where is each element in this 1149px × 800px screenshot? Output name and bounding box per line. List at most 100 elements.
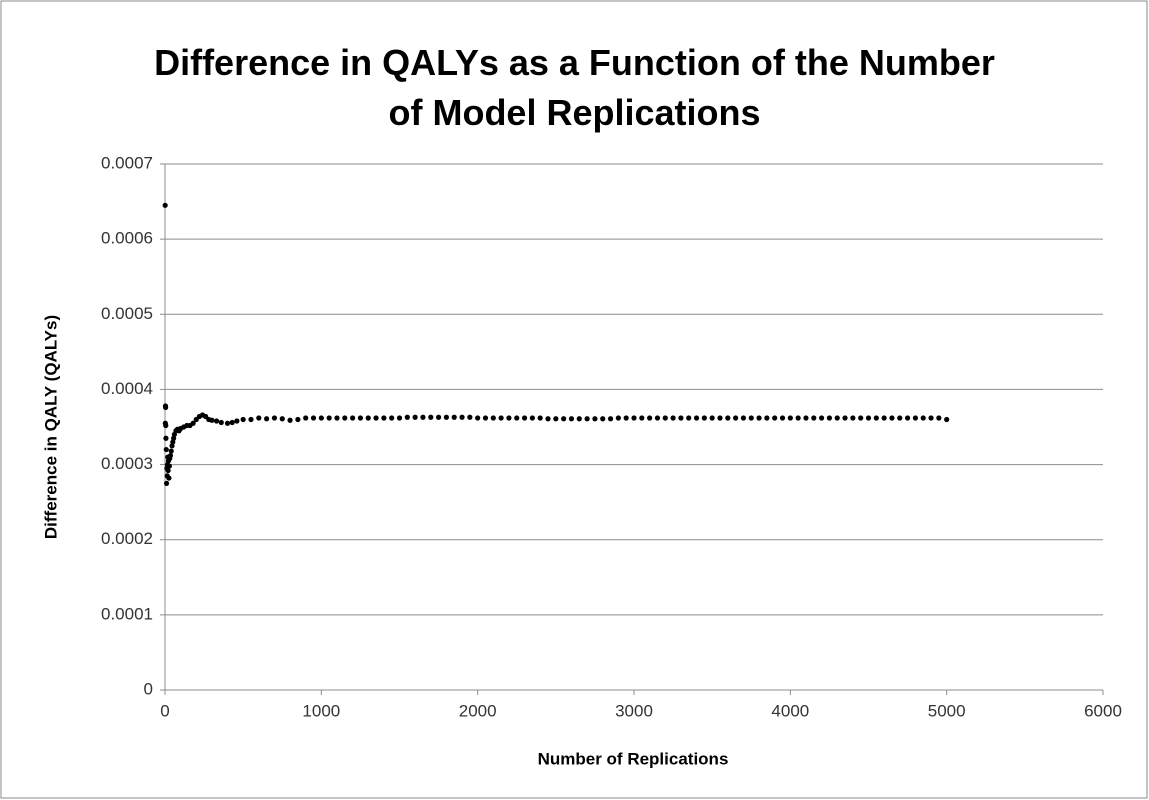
y-tick-label: 0.0005: [101, 304, 153, 323]
x-tick-label: 6000: [1084, 701, 1122, 720]
point: [756, 415, 762, 421]
point: [795, 415, 801, 421]
point: [733, 415, 739, 421]
point: [537, 415, 543, 421]
point: [264, 416, 270, 422]
point: [459, 414, 465, 420]
point: [858, 415, 864, 421]
point: [166, 463, 172, 469]
point: [167, 452, 174, 459]
point: [443, 414, 449, 420]
point: [693, 415, 700, 421]
point: [553, 416, 559, 422]
point: [279, 416, 285, 422]
point: [506, 415, 512, 421]
point: [889, 415, 895, 421]
point: [850, 415, 856, 421]
point: [240, 416, 246, 423]
y-tick-label: 0.0004: [101, 379, 153, 398]
point: [748, 415, 754, 421]
point: [190, 420, 196, 426]
point: [662, 415, 668, 421]
point: [287, 417, 293, 423]
point: [920, 415, 926, 421]
point: [514, 415, 520, 421]
point: [428, 414, 434, 420]
point: [944, 416, 950, 423]
point: [912, 415, 919, 421]
point: [389, 415, 395, 421]
point: [163, 435, 169, 441]
point: [412, 414, 418, 420]
y-tick-label: 0.0002: [101, 529, 153, 548]
y-tick-label: 0.0001: [101, 604, 153, 623]
point: [482, 415, 489, 421]
point: [647, 415, 653, 421]
point: [295, 416, 301, 423]
chart-title: Difference in QALYs as a Function of the…: [154, 42, 995, 133]
point: [490, 415, 496, 421]
point: [803, 415, 809, 421]
point: [381, 415, 387, 421]
point: [168, 448, 174, 454]
point: [787, 415, 793, 421]
point: [686, 415, 692, 421]
y-tick-label: 0.0003: [101, 454, 153, 473]
x-tick-label: 0: [160, 701, 169, 720]
point: [248, 416, 254, 423]
point: [592, 416, 598, 422]
point: [545, 416, 551, 422]
point: [904, 415, 911, 421]
point: [451, 414, 457, 420]
y-tick-label: 0.0007: [101, 153, 153, 172]
point: [342, 415, 348, 421]
point: [717, 415, 723, 421]
point: [897, 415, 903, 421]
point: [615, 415, 621, 421]
point: [811, 415, 817, 421]
point: [529, 415, 535, 421]
point: [654, 415, 661, 421]
point: [213, 418, 220, 424]
point: [826, 415, 833, 421]
point: [779, 415, 786, 421]
point: [271, 415, 278, 421]
point: [725, 415, 731, 421]
point: [639, 415, 645, 421]
point: [561, 416, 567, 422]
point: [764, 415, 770, 421]
point: [163, 404, 169, 411]
point: [318, 415, 324, 421]
point: [435, 414, 442, 420]
point: [396, 415, 403, 421]
point: [936, 415, 942, 421]
point: [365, 415, 371, 421]
y-tick-label: 0: [144, 679, 153, 698]
x-tick-label: 1000: [302, 701, 340, 720]
point: [475, 415, 481, 421]
point: [709, 415, 715, 421]
x-tick-label: 2000: [459, 701, 497, 720]
point: [842, 415, 848, 421]
point: [865, 415, 872, 421]
point: [165, 467, 171, 474]
point: [229, 419, 235, 426]
x-axis-label: Number of Replications: [538, 749, 729, 768]
point: [163, 480, 170, 486]
point: [521, 415, 528, 421]
point: [162, 202, 168, 208]
point: [772, 415, 778, 421]
point: [576, 416, 582, 422]
point: [881, 415, 887, 421]
point: [701, 415, 707, 421]
point: [163, 446, 169, 453]
point: [357, 415, 364, 421]
point: [404, 414, 410, 420]
point: [740, 415, 747, 421]
point: [224, 420, 231, 426]
point: [163, 422, 169, 429]
point: [607, 416, 614, 422]
